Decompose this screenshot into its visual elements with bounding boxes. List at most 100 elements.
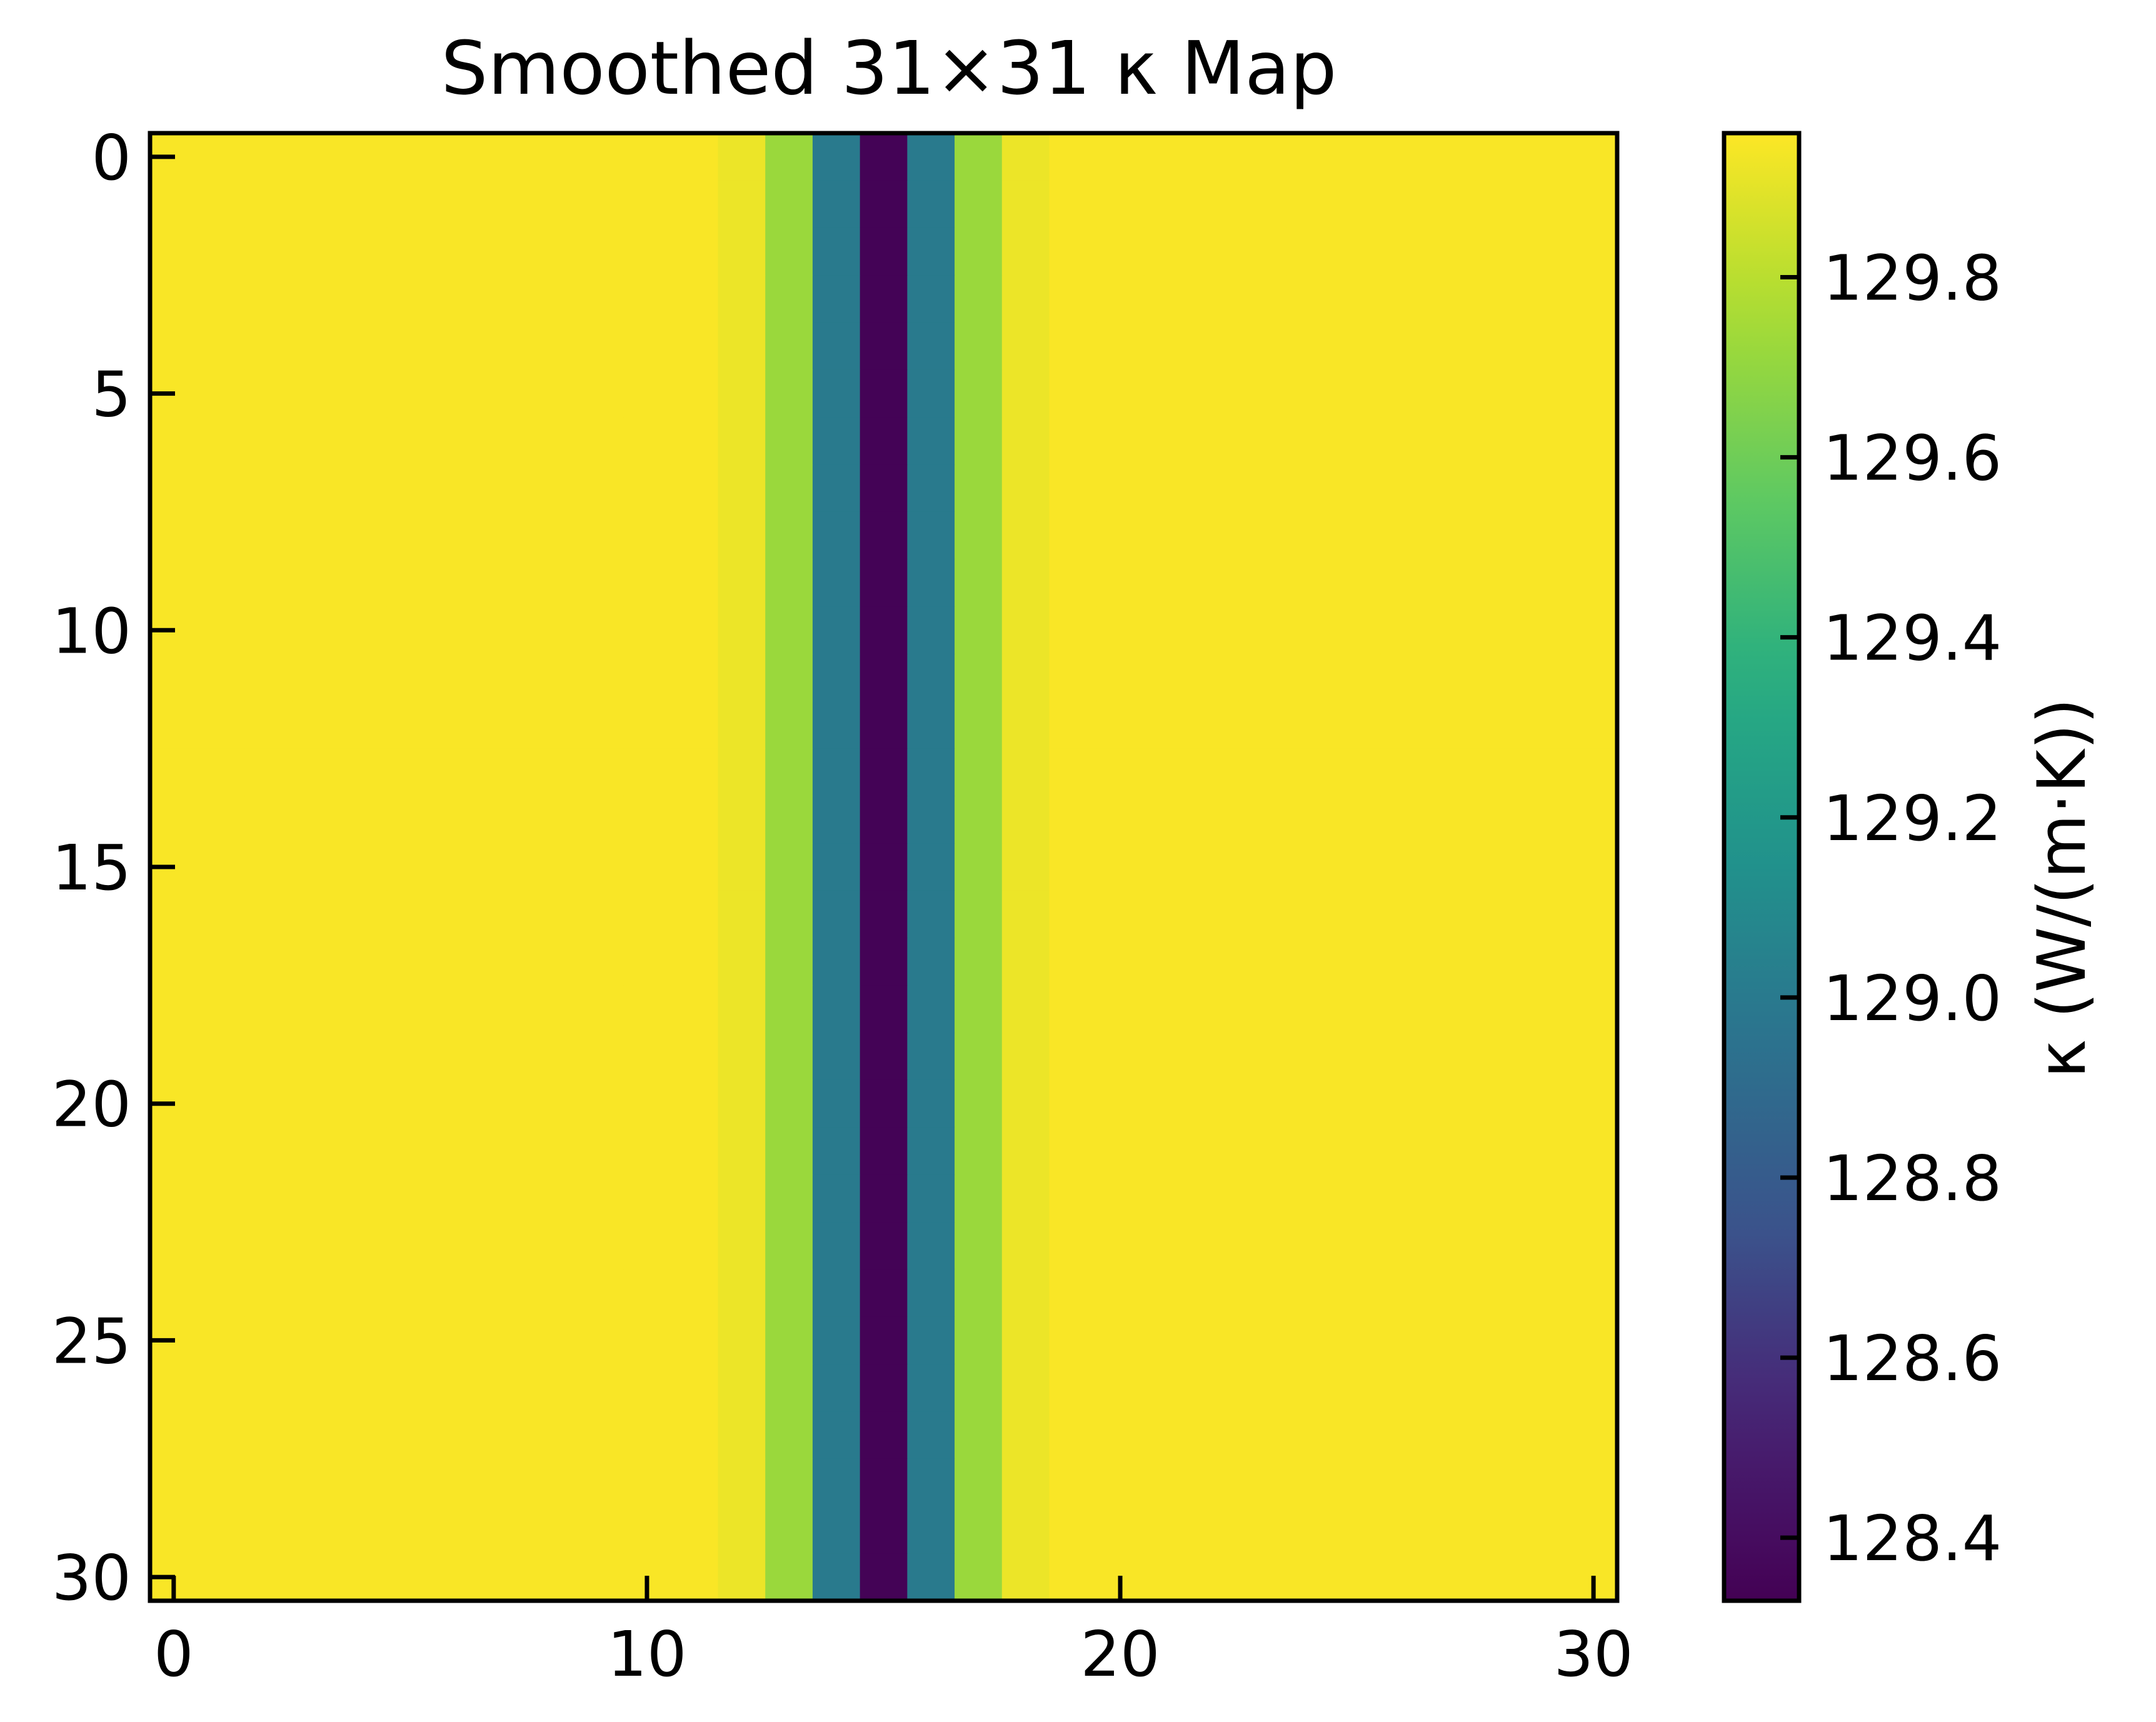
heatmap-cell [197, 464, 246, 513]
heatmap-cell [623, 464, 671, 513]
heatmap-cell [1428, 890, 1476, 939]
heatmap-cell [1286, 1174, 1334, 1223]
heatmap-cell [907, 1364, 955, 1412]
heatmap-cell [150, 559, 198, 608]
heatmap-cell [1143, 748, 1192, 796]
heatmap-cell [1570, 654, 1618, 702]
heatmap-cell [481, 1553, 529, 1601]
heatmap-cell [623, 1269, 671, 1318]
heatmap-cell [150, 985, 198, 1033]
heatmap-cell [1333, 938, 1381, 986]
heatmap-cell [1333, 559, 1381, 608]
heatmap-cell [1522, 1127, 1570, 1175]
heatmap-cell [1001, 322, 1050, 371]
heatmap-cell [1380, 1553, 1428, 1601]
heatmap-cell [812, 1553, 861, 1601]
heatmap-cell [150, 1458, 198, 1507]
heatmap-cell [812, 417, 861, 465]
heatmap-cell [339, 1316, 388, 1364]
heatmap-cell [292, 275, 340, 323]
heatmap-cell [765, 1079, 813, 1128]
heatmap-cell [197, 890, 246, 939]
heatmap-cell [481, 369, 529, 418]
heatmap-cell [1191, 1506, 1239, 1554]
heatmap-cell [1380, 228, 1428, 276]
heatmap-cell [292, 1316, 340, 1364]
heatmap-cell [907, 417, 955, 465]
heatmap-cell [812, 1033, 861, 1081]
heatmap-cell [1191, 464, 1239, 513]
heatmap-cell [1001, 1079, 1050, 1128]
heatmap-cell [528, 843, 576, 891]
heatmap-cell [812, 1079, 861, 1128]
heatmap-cell [481, 1222, 529, 1270]
heatmap-cell [765, 1174, 813, 1223]
heatmap-cell [1428, 322, 1476, 371]
heatmap-cell [339, 275, 388, 323]
heatmap-cell [1333, 228, 1381, 276]
heatmap-cell [1333, 369, 1381, 418]
heatmap-cell [718, 796, 766, 844]
heatmap-cell [481, 985, 529, 1033]
heatmap-cell [292, 133, 340, 181]
heatmap-cell [1191, 1222, 1239, 1270]
heatmap-cell [1570, 796, 1618, 844]
heatmap-cell [1049, 1316, 1097, 1364]
heatmap-cell [386, 796, 434, 844]
heatmap-cell [1191, 748, 1239, 796]
heatmap-cell [528, 606, 576, 654]
heatmap-cell [1191, 701, 1239, 749]
heatmap-cell [1049, 701, 1097, 749]
heatmap-cell [1238, 985, 1286, 1033]
heatmap-cell [292, 654, 340, 702]
heatmap-cell [1143, 606, 1192, 654]
heatmap-cell [718, 133, 766, 181]
heatmap-cell [1286, 1411, 1334, 1459]
heatmap-cell [576, 180, 624, 229]
heatmap-cell [1096, 1269, 1145, 1318]
heatmap-cell [1143, 1269, 1192, 1318]
heatmap-cell [1380, 890, 1428, 939]
heatmap-cell [955, 1079, 1003, 1128]
heatmap-cell [907, 606, 955, 654]
heatmap-cell [955, 1269, 1003, 1318]
heatmap-cell [1570, 559, 1618, 608]
heatmap-cell [1191, 843, 1239, 891]
heatmap-cell [1475, 464, 1523, 513]
heatmap-cell [1143, 464, 1192, 513]
heatmap-cell [1286, 511, 1334, 560]
heatmap-cell [1001, 1033, 1050, 1081]
heatmap-cell [955, 1174, 1003, 1223]
heatmap-cell [197, 369, 246, 418]
heatmap-cell [1049, 890, 1097, 939]
heatmap-cell [244, 748, 293, 796]
heatmap-cell [1380, 1506, 1428, 1554]
heatmap-cell [1380, 796, 1428, 844]
heatmap-cell [1570, 748, 1618, 796]
heatmap-cell [434, 843, 482, 891]
heatmap-cell [481, 1411, 529, 1459]
heatmap-cell [907, 1269, 955, 1318]
heatmap-cell [765, 417, 813, 465]
heatmap-cell [481, 1364, 529, 1412]
heatmap-cell [386, 748, 434, 796]
heatmap-cell [528, 1411, 576, 1459]
heatmap-cell [670, 1458, 719, 1507]
heatmap-cell [244, 322, 293, 371]
heatmap-cell [244, 606, 293, 654]
heatmap-cell [1428, 701, 1476, 749]
heatmap-cell [955, 464, 1003, 513]
heatmap-cell [1380, 559, 1428, 608]
heatmap-cell [1238, 1411, 1286, 1459]
heatmap-cell [386, 180, 434, 229]
heatmap-cell [1333, 1127, 1381, 1175]
heatmap-cell [481, 748, 529, 796]
heatmap-cell [481, 1127, 529, 1175]
heatmap-cell [292, 1553, 340, 1601]
heatmap-cell [623, 275, 671, 323]
heatmap-cell [528, 701, 576, 749]
heatmap-cell [907, 1222, 955, 1270]
heatmap-cell [1238, 1553, 1286, 1601]
heatmap-cell [765, 559, 813, 608]
heatmap-cell [860, 606, 908, 654]
